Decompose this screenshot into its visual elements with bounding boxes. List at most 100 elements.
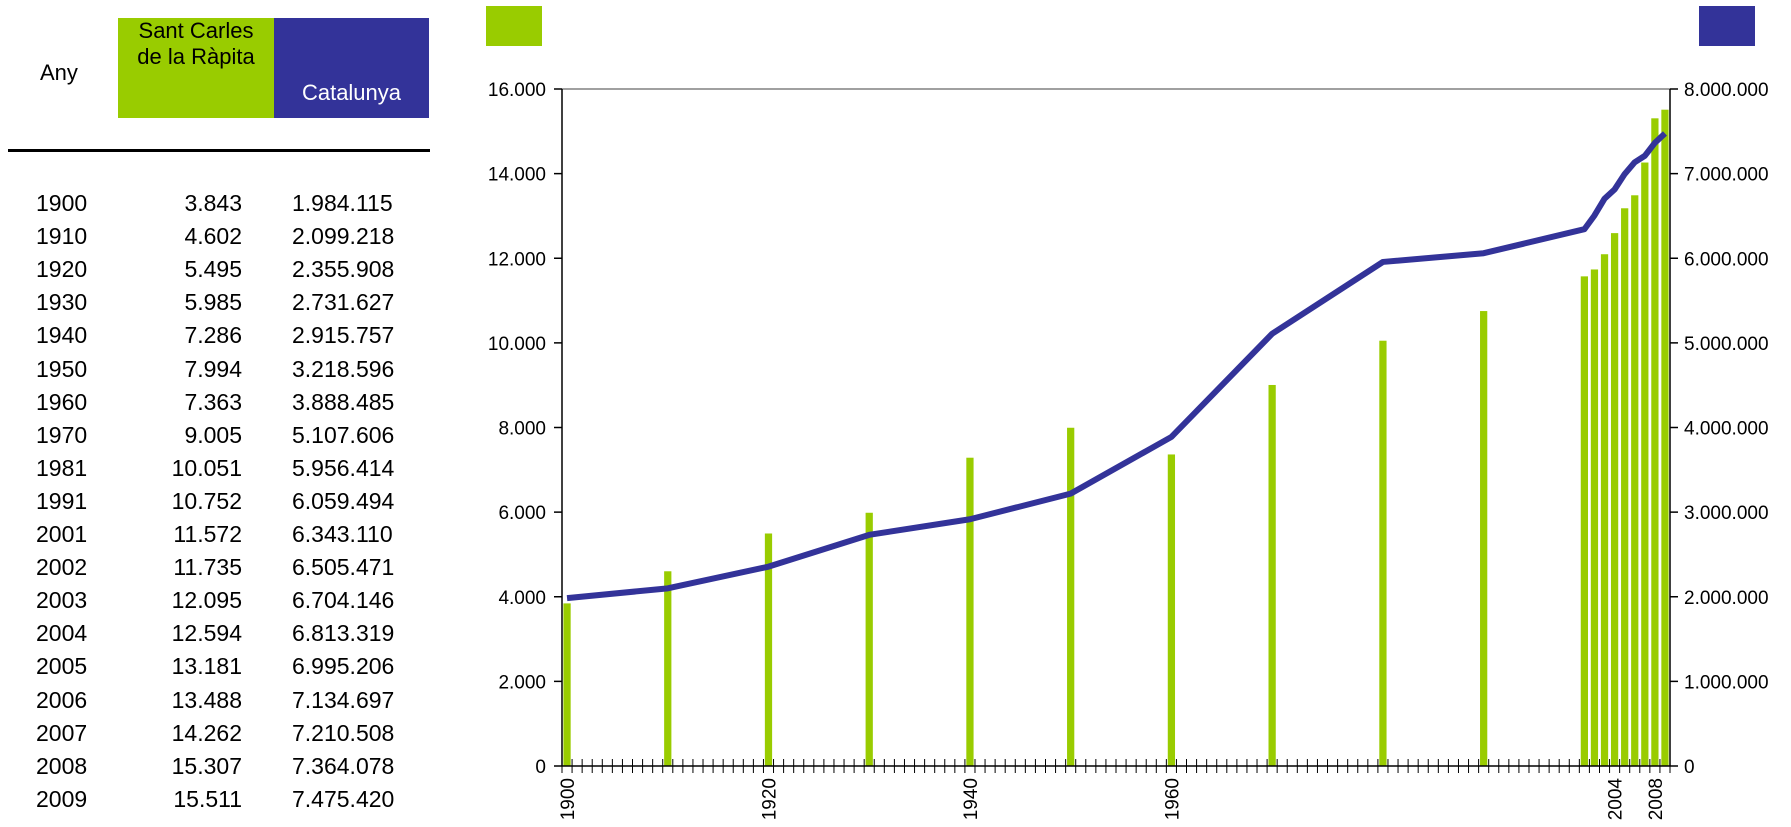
table-row: 2009 15.511 7.475.420 [0,786,420,819]
y-right-tick-label: 5.000.000 [1684,334,1769,355]
row-local-value: 7.363 [184,388,242,415]
table-row: 1940 7.286 2.915.757 [0,322,420,355]
bar-2003 [1600,254,1609,766]
row-catalunya-value: 5.956.414 [292,454,395,481]
y-left-tick-label: 6.000 [498,503,546,524]
row-catalunya-value: 1.984.115 [292,190,393,216]
row-year: 1950 [36,355,88,382]
row-local-value: 7.994 [184,355,242,382]
bar-1920 [764,533,773,766]
row-catalunya-value: 3.888.485 [292,388,395,415]
row-year: 2009 [36,785,88,812]
header-catalunya: Catalunya [274,18,429,118]
x-tick-label: 1900 [558,778,579,820]
header-divider [8,149,430,152]
row-catalunya-value: 6.704.146 [292,587,395,614]
row-local-value: 12.594 [171,620,242,647]
row-year: 1900 [36,190,88,216]
y-left-tick-label: 8.000 [498,419,546,440]
row-catalunya-value: 2.731.627 [292,289,395,316]
x-tick-label: 2008 [1646,778,1667,820]
bar-2007 [1641,162,1649,766]
table-row: 1960 7.363 3.888.485 [0,389,420,422]
row-catalunya-value: 2.099.218 [292,223,395,250]
y-axis-left: 0 2.000 4.000 6.000 8.000 10.000 12.000 14.000 1… [488,80,562,778]
row-catalunya-value: 6.813.319 [292,620,395,647]
bar-1991 [1480,311,1488,766]
row-year: 2005 [36,653,88,680]
table-row: 2004 12.594 6.813.319 [0,620,420,653]
table-row: 2007 14.262 7.210.508 [0,720,420,753]
y-left-tick-label: 14.000 [488,165,546,186]
table-row: 2008 15.307 7.364.078 [0,753,420,786]
table-row: 1991 10.752 6.059.494 [0,488,420,521]
header-local: Sant Carles de la Ràpita [118,18,274,118]
table-row: 1970 9.005 5.107.606 [0,422,420,455]
row-local-value: 7.286 [184,322,242,349]
row-year: 2003 [36,587,88,614]
row-catalunya-value: 6.995.206 [292,653,395,680]
table-row: 1900 3.843 1.984.115 [0,190,420,223]
table-row: 1920 5.495 2.355.908 [0,256,420,289]
y-right-tick-label: 7.000.000 [1684,165,1769,186]
row-catalunya-value: 2.355.908 [292,256,395,283]
x-tick-label: 1920 [759,778,780,820]
y-left-tick-label: 10.000 [488,334,546,355]
catalunya-line [566,131,1668,602]
row-catalunya-value: 6.505.471 [292,554,395,581]
y-right-tick-label: 8.000.000 [1684,80,1769,101]
bar-2008 [1651,118,1659,766]
table-row: 2005 13.181 6.995.206 [0,653,420,686]
y-right-tick-label: 4.000.000 [1684,419,1769,440]
row-year: 1940 [36,322,88,349]
data-table: Any Sant Carles de la Ràpita Catalunya 1… [0,0,430,827]
y-left-tick-label: 12.000 [488,249,546,270]
bar-2001 [1580,276,1589,766]
row-local-value: 13.488 [171,686,242,713]
chart-axes [561,88,1671,767]
header-catalunya-label: Catalunya [301,80,402,105]
legend-swatch-catalunya [1699,6,1755,46]
bar-1970 [1268,384,1276,766]
row-local-value: 14.262 [171,719,242,746]
table-row: 1981 10.051 5.956.414 [0,455,420,488]
x-axis: 1900 1920 1940 1960 2004 2008 [558,759,1671,820]
row-local-value: 13.181 [171,653,242,680]
row-year: 1960 [36,388,88,415]
row-local-value: 4.602 [184,223,242,250]
y-right-tick-label: 2.000.000 [1684,588,1769,609]
row-year: 2008 [36,752,88,779]
row-local-value: 11.735 [173,554,242,581]
table-row: 2002 11.735 6.505.471 [0,554,420,587]
y-right-tick-label: 3.000.000 [1684,503,1769,524]
row-year: 1981 [36,454,88,481]
bar-2006 [1631,195,1639,766]
bar-1940 [966,457,974,766]
y-left-tick-label: 2.000 [498,672,546,693]
row-year: 2006 [36,686,88,713]
bar-1960 [1167,454,1176,766]
row-local-value: 15.307 [171,752,242,779]
bar-2002 [1590,269,1599,766]
row-catalunya-value: 7.364.078 [292,752,395,779]
y-left-tick-label: 4.000 [498,588,546,609]
row-local-value: 15.511 [173,785,242,812]
row-catalunya-value: 7.134.697 [292,686,395,713]
row-local-value: 3.843 [184,190,242,216]
row-catalunya-value: 7.210.508 [292,719,395,746]
row-year: 1991 [36,487,88,514]
y-right-tick-label: 0 [1684,757,1695,778]
bar-1910 [664,571,672,766]
row-year: 2004 [36,620,88,647]
x-tick-label: 1960 [1162,778,1183,820]
y-left-tick-label: 16.000 [488,80,546,101]
legend-swatch-local [486,6,542,46]
table-row: 1950 7.994 3.218.596 [0,356,420,389]
bar-2005 [1621,208,1629,766]
bar-1950 [1067,427,1075,766]
y-axis-right: 0 1.000.000 2.000.000 3.000.000 4.000.000 5.0… [1670,80,1769,778]
row-local-value: 10.752 [171,487,242,514]
bar-2004 [1610,233,1619,766]
row-catalunya-value: 3.218.596 [292,355,395,382]
table-row: 1910 4.602 2.099.218 [0,223,420,256]
